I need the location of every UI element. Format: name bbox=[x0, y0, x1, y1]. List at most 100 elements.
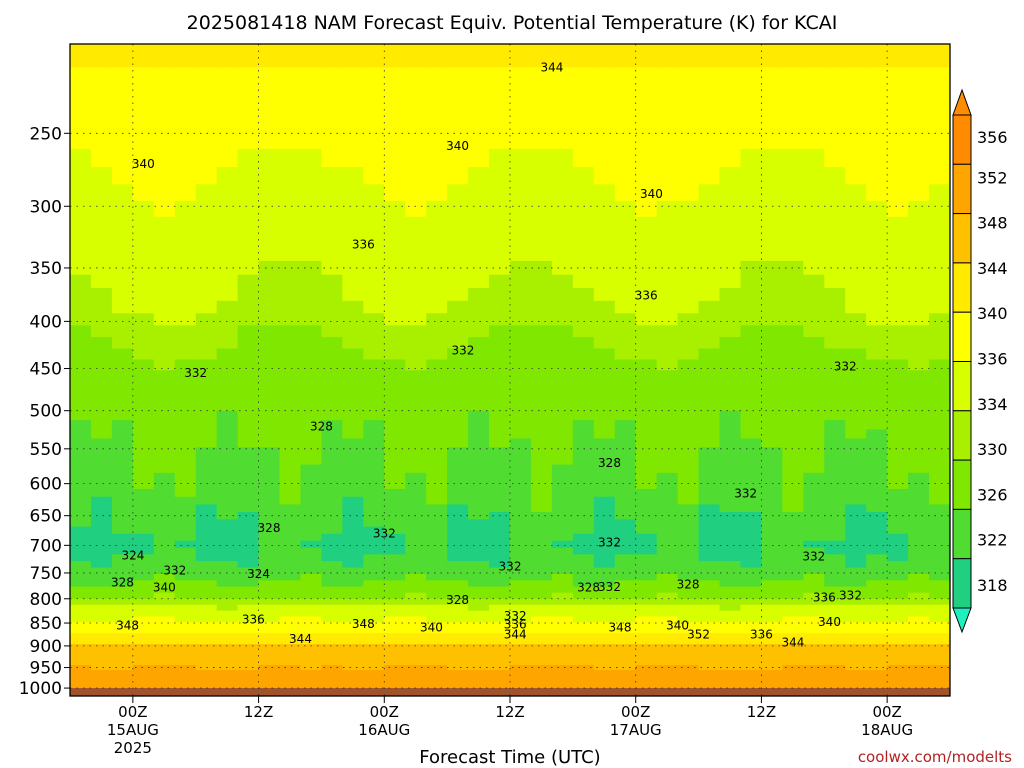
heatmap-cell bbox=[677, 130, 700, 150]
heatmap-cell bbox=[866, 337, 888, 350]
heatmap-cell bbox=[782, 638, 804, 645]
heatmap-cell bbox=[572, 592, 595, 600]
heatmap-cell bbox=[195, 567, 218, 575]
heatmap-cell bbox=[321, 554, 343, 562]
heatmap-cell bbox=[237, 246, 260, 262]
heatmap-cell bbox=[258, 438, 281, 448]
heatmap-cell bbox=[866, 456, 888, 466]
heatmap-cell bbox=[614, 337, 637, 350]
heatmap-cell bbox=[363, 622, 385, 629]
heatmap-cell bbox=[468, 604, 490, 612]
heatmap-cell bbox=[929, 638, 950, 645]
heatmap-cell bbox=[279, 130, 302, 150]
heatmap-cell bbox=[426, 456, 448, 466]
heatmap-cell bbox=[111, 184, 134, 202]
heatmap-cell bbox=[132, 654, 155, 661]
heatmap-cell bbox=[111, 359, 134, 371]
heatmap-cell bbox=[447, 616, 469, 623]
heatmap-cell bbox=[447, 567, 469, 575]
heatmap-cell bbox=[593, 456, 616, 466]
heatmap-cell bbox=[887, 533, 909, 542]
heatmap-cell bbox=[635, 464, 658, 474]
heatmap-cell bbox=[216, 610, 239, 617]
heatmap-cell bbox=[740, 184, 763, 202]
heatmap-cell bbox=[174, 429, 197, 440]
heatmap-cell bbox=[258, 504, 281, 513]
heatmap-cell bbox=[342, 504, 364, 513]
x-tick-label: 00Z bbox=[118, 703, 147, 721]
heatmap-cell bbox=[195, 684, 218, 689]
heatmap-cell bbox=[321, 519, 343, 528]
heatmap-cell bbox=[489, 167, 511, 185]
heatmap-cell bbox=[572, 429, 595, 440]
heatmap-cell bbox=[258, 519, 281, 528]
heatmap-cell bbox=[572, 622, 595, 629]
heatmap-cell bbox=[929, 391, 950, 402]
heatmap-cell bbox=[698, 44, 721, 68]
heatmap-cell bbox=[551, 574, 574, 581]
heatmap-cell bbox=[426, 261, 448, 276]
heatmap-cell bbox=[551, 592, 574, 600]
heatmap-cell bbox=[174, 261, 197, 276]
heatmap-cell bbox=[698, 496, 721, 506]
heatmap-cell bbox=[405, 232, 427, 248]
y-axis: 2503003504004505005506006507007508008509… bbox=[19, 124, 70, 699]
heatmap-cell bbox=[237, 44, 260, 68]
heatmap-cell bbox=[698, 438, 721, 448]
heatmap-cell bbox=[719, 547, 742, 555]
heatmap-cell bbox=[258, 654, 281, 661]
heatmap-cell bbox=[384, 391, 406, 402]
heatmap-cell bbox=[405, 670, 427, 676]
heatmap-cell bbox=[321, 456, 343, 466]
heatmap-cell bbox=[426, 410, 448, 421]
heatmap-cell bbox=[174, 533, 197, 542]
heatmap-cell bbox=[908, 638, 930, 645]
heatmap-cell bbox=[698, 288, 721, 302]
heatmap-cell bbox=[153, 526, 176, 535]
heatmap-cell bbox=[342, 480, 364, 490]
heatmap-cell bbox=[132, 456, 155, 466]
heatmap-cell bbox=[866, 380, 888, 392]
heatmap-cell bbox=[426, 148, 448, 168]
heatmap-cell bbox=[824, 592, 846, 600]
heatmap-cell bbox=[279, 627, 302, 634]
heatmap-cell bbox=[237, 633, 260, 640]
heatmap-cell bbox=[258, 337, 281, 350]
heatmap-cell bbox=[132, 488, 155, 498]
heatmap-cell bbox=[384, 184, 406, 202]
heatmap-cell bbox=[70, 472, 92, 482]
heatmap-cell bbox=[866, 67, 888, 90]
heatmap-cell bbox=[300, 232, 323, 248]
heatmap-cell bbox=[70, 200, 92, 218]
heatmap-cell bbox=[803, 348, 825, 361]
heatmap-cell bbox=[468, 380, 490, 392]
heatmap-cell bbox=[677, 610, 700, 617]
heatmap-cell bbox=[174, 359, 197, 371]
heatmap-cell bbox=[551, 659, 574, 666]
heatmap-cell bbox=[90, 438, 113, 448]
heatmap-cell bbox=[740, 370, 763, 382]
heatmap-cell bbox=[405, 488, 427, 498]
heatmap-cell bbox=[845, 580, 867, 588]
heatmap-cell bbox=[300, 586, 323, 594]
heatmap-cell bbox=[384, 610, 406, 617]
heatmap-cell bbox=[614, 654, 637, 661]
heatmap-cell bbox=[719, 274, 742, 289]
heatmap-cell bbox=[489, 370, 511, 382]
heatmap-cell bbox=[447, 679, 469, 686]
heatmap-cell bbox=[111, 67, 134, 90]
heatmap-cell bbox=[740, 670, 763, 676]
heatmap-cell bbox=[258, 89, 281, 111]
heatmap-cell bbox=[740, 400, 763, 412]
heatmap-cell bbox=[195, 554, 218, 562]
heatmap-cell bbox=[90, 598, 113, 606]
heatmap-cell bbox=[363, 598, 385, 606]
heatmap-cell bbox=[572, 533, 595, 542]
heatmap-cell bbox=[677, 246, 700, 262]
heatmap-cell bbox=[929, 488, 950, 498]
heatmap-cell bbox=[677, 429, 700, 440]
heatmap-cell bbox=[384, 627, 406, 634]
heatmap-cell bbox=[929, 533, 950, 542]
heatmap-cell bbox=[572, 148, 595, 168]
